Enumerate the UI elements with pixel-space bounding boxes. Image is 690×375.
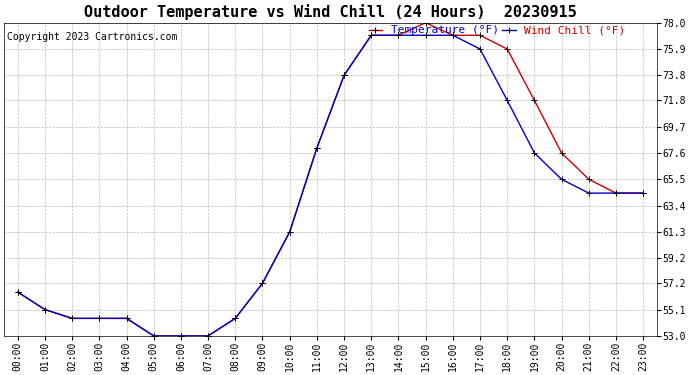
Wind Chill (°F) <box>476 47 484 51</box>
Temperature (°F) <box>14 290 22 294</box>
Temperature (°F) <box>476 33 484 38</box>
Wind Chill (°F) <box>68 316 77 321</box>
Temperature (°F) <box>150 334 158 338</box>
Temperature (°F) <box>122 316 130 321</box>
Temperature (°F) <box>204 334 213 338</box>
Temperature (°F) <box>503 47 511 51</box>
Legend: Temperature (°F), Wind Chill (°F): Temperature (°F), Wind Chill (°F) <box>368 25 626 35</box>
Temperature (°F) <box>367 33 375 38</box>
Line: Wind Chill (°F): Wind Chill (°F) <box>15 33 646 339</box>
Wind Chill (°F) <box>258 281 266 285</box>
Wind Chill (°F) <box>531 151 539 155</box>
Wind Chill (°F) <box>612 191 620 195</box>
Temperature (°F) <box>639 191 647 195</box>
Temperature (°F) <box>95 316 104 321</box>
Temperature (°F) <box>584 177 593 182</box>
Line: Temperature (°F): Temperature (°F) <box>15 20 646 339</box>
Wind Chill (°F) <box>448 33 457 38</box>
Wind Chill (°F) <box>313 146 321 150</box>
Temperature (°F) <box>258 281 266 285</box>
Temperature (°F) <box>286 230 294 234</box>
Wind Chill (°F) <box>286 230 294 234</box>
Wind Chill (°F) <box>584 191 593 195</box>
Wind Chill (°F) <box>41 308 49 312</box>
Temperature (°F) <box>41 308 49 312</box>
Wind Chill (°F) <box>122 316 130 321</box>
Wind Chill (°F) <box>150 334 158 338</box>
Wind Chill (°F) <box>340 73 348 78</box>
Wind Chill (°F) <box>231 316 239 321</box>
Temperature (°F) <box>448 33 457 38</box>
Text: Copyright 2023 Cartronics.com: Copyright 2023 Cartronics.com <box>8 32 178 42</box>
Wind Chill (°F) <box>14 290 22 294</box>
Wind Chill (°F) <box>367 33 375 38</box>
Wind Chill (°F) <box>503 98 511 103</box>
Temperature (°F) <box>394 33 402 38</box>
Temperature (°F) <box>422 21 430 25</box>
Title: Outdoor Temperature vs Wind Chill (24 Hours)  20230915: Outdoor Temperature vs Wind Chill (24 Ho… <box>84 4 577 20</box>
Wind Chill (°F) <box>394 33 402 38</box>
Temperature (°F) <box>340 73 348 78</box>
Temperature (°F) <box>612 191 620 195</box>
Wind Chill (°F) <box>639 191 647 195</box>
Temperature (°F) <box>313 146 321 150</box>
Temperature (°F) <box>558 151 566 155</box>
Temperature (°F) <box>231 316 239 321</box>
Temperature (°F) <box>68 316 77 321</box>
Temperature (°F) <box>177 334 185 338</box>
Wind Chill (°F) <box>422 33 430 38</box>
Wind Chill (°F) <box>177 334 185 338</box>
Wind Chill (°F) <box>95 316 104 321</box>
Temperature (°F) <box>531 98 539 103</box>
Wind Chill (°F) <box>204 334 213 338</box>
Wind Chill (°F) <box>558 177 566 182</box>
